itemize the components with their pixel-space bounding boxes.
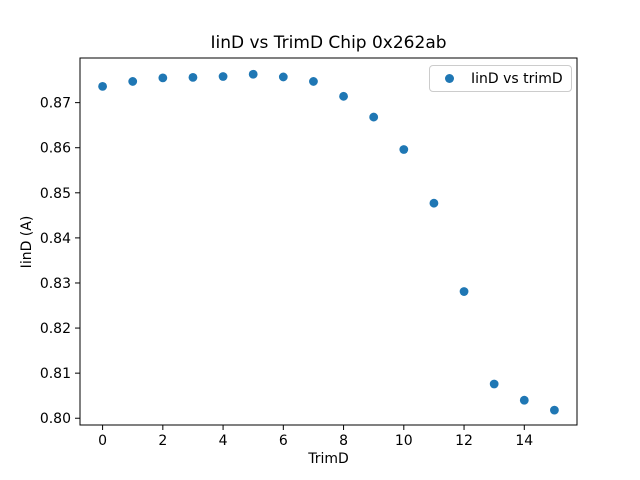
x-axis-label: TrimD bbox=[308, 451, 349, 467]
y-tick-label: 0.83 bbox=[40, 276, 71, 292]
legend: IinD vs trimD bbox=[429, 65, 572, 92]
scatter-point bbox=[429, 198, 439, 208]
x-tick-label: 8 bbox=[339, 433, 348, 449]
y-tick-label: 0.82 bbox=[40, 321, 71, 337]
scatter-point bbox=[550, 405, 559, 415]
scatter-point bbox=[309, 77, 318, 86]
x-tick-label: 4 bbox=[219, 433, 228, 449]
axes-frame bbox=[79, 57, 578, 426]
y-tick-label: 0.85 bbox=[40, 186, 71, 202]
y-tick-label: 0.80 bbox=[40, 411, 71, 427]
x-tick-label: 14 bbox=[515, 433, 533, 449]
scatter-point bbox=[278, 72, 288, 82]
x-tick-label: 10 bbox=[395, 433, 413, 449]
y-tick-label: 0.87 bbox=[40, 96, 71, 112]
scatter-point bbox=[459, 287, 469, 296]
scatter-point bbox=[369, 112, 379, 122]
scatter-point bbox=[399, 145, 409, 154]
x-tick-label: 6 bbox=[279, 433, 288, 449]
scatter-point bbox=[128, 77, 138, 86]
legend-marker-icon bbox=[445, 74, 454, 83]
scatter-point bbox=[248, 69, 258, 79]
y-tick-label: 0.86 bbox=[40, 141, 71, 157]
scatter-point bbox=[489, 379, 499, 389]
chart-title: IinD vs TrimD Chip 0x262ab bbox=[210, 33, 447, 53]
y-tick-label: 0.84 bbox=[40, 231, 71, 247]
x-tick-label: 2 bbox=[158, 433, 167, 449]
scatter-point bbox=[218, 72, 228, 81]
x-tick-label: 12 bbox=[455, 433, 473, 449]
legend-label: IinD vs trimD bbox=[471, 70, 563, 87]
scatter-point bbox=[158, 73, 168, 83]
scatter-point bbox=[519, 395, 529, 405]
y-tick-label: 0.81 bbox=[40, 366, 71, 382]
scatter-point bbox=[339, 91, 348, 101]
scatter-point bbox=[98, 82, 107, 91]
x-tick-label: 0 bbox=[98, 433, 107, 449]
scatter-point bbox=[188, 72, 198, 82]
